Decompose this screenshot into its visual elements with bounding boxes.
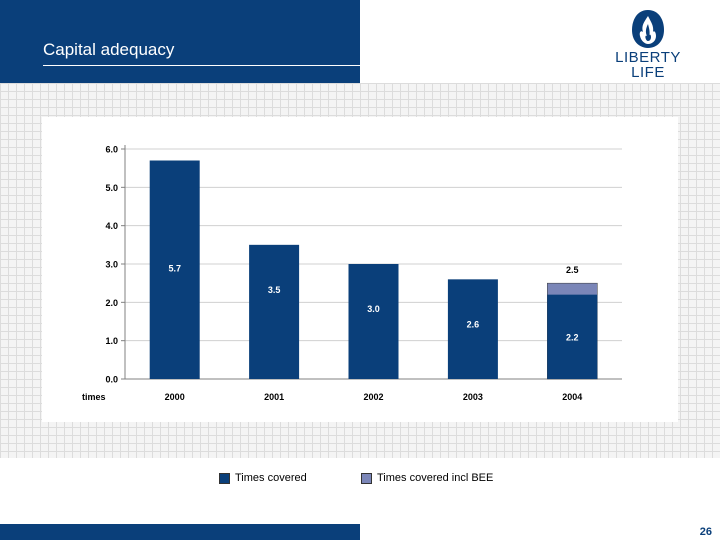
data-label-times-covered: 2.6 [467,319,480,329]
y-tick-label: 4.0 [105,221,118,231]
x-tick-label: 2004 [562,392,582,402]
x-tick-label: 2001 [264,392,284,402]
legend-item-times-covered-incl-bee: Times covered incl BEE [361,472,493,484]
data-label-times-covered: 3.0 [367,304,380,314]
x-tick-label: 2000 [165,392,185,402]
bar-times-covered [547,294,598,379]
flame-emblem-icon [632,10,664,48]
bar-times-covered [447,279,498,379]
x-tick-label: 2002 [363,392,383,402]
y-tick-label: 2.0 [105,298,118,308]
header-band: Capital adequacy [0,0,360,83]
y-tick-label: 6.0 [105,145,118,155]
bar-times-covered [249,244,300,379]
chart-panel: 0.0 1.0 2.0 3.0 4.0 5.0 6.0 times 5.7 2000 3.5 2001… [42,117,678,422]
bar-times-covered [149,160,200,379]
legend-label-times-covered: Times covered [235,472,307,484]
legend-label-times-covered-incl-bee: Times covered incl BEE [377,472,494,484]
liberty-life-logo: LIBERTY LIFE [608,8,688,83]
page-number: 26 [699,526,712,538]
data-label-times-covered: 2.2 [566,333,579,343]
legend-swatch-times-covered [219,472,230,484]
data-label-times-covered: 5.7 [168,264,181,274]
legend-swatch-times-covered-incl-bee [361,472,372,484]
y-tick-label: 0.0 [105,375,118,385]
y-axis-label: times [82,392,106,402]
data-label-times-covered-incl-bee: 2.5 [566,265,579,275]
logo-text-line1: LIBERTY [615,49,681,66]
chart-legend: Times covered Times covered incl BEE [0,472,720,490]
y-tick-label: 5.0 [105,183,118,193]
bar-times-covered [348,264,399,379]
y-tick-label: 3.0 [105,260,118,270]
page-title: Capital adequacy [43,40,175,59]
data-label-times-covered: 3.5 [268,285,281,295]
logo-text-line2: LIFE [631,64,665,81]
legend-item-times-covered: Times covered [219,472,307,484]
x-tick-label: 2003 [463,392,483,402]
footer-band [0,524,360,540]
y-tick-label: 1.0 [105,336,118,346]
header-divider [43,65,360,66]
bar-chart: 0.0 1.0 2.0 3.0 4.0 5.0 6.0 times 5.7 2000 3.5 2001… [82,145,622,402]
